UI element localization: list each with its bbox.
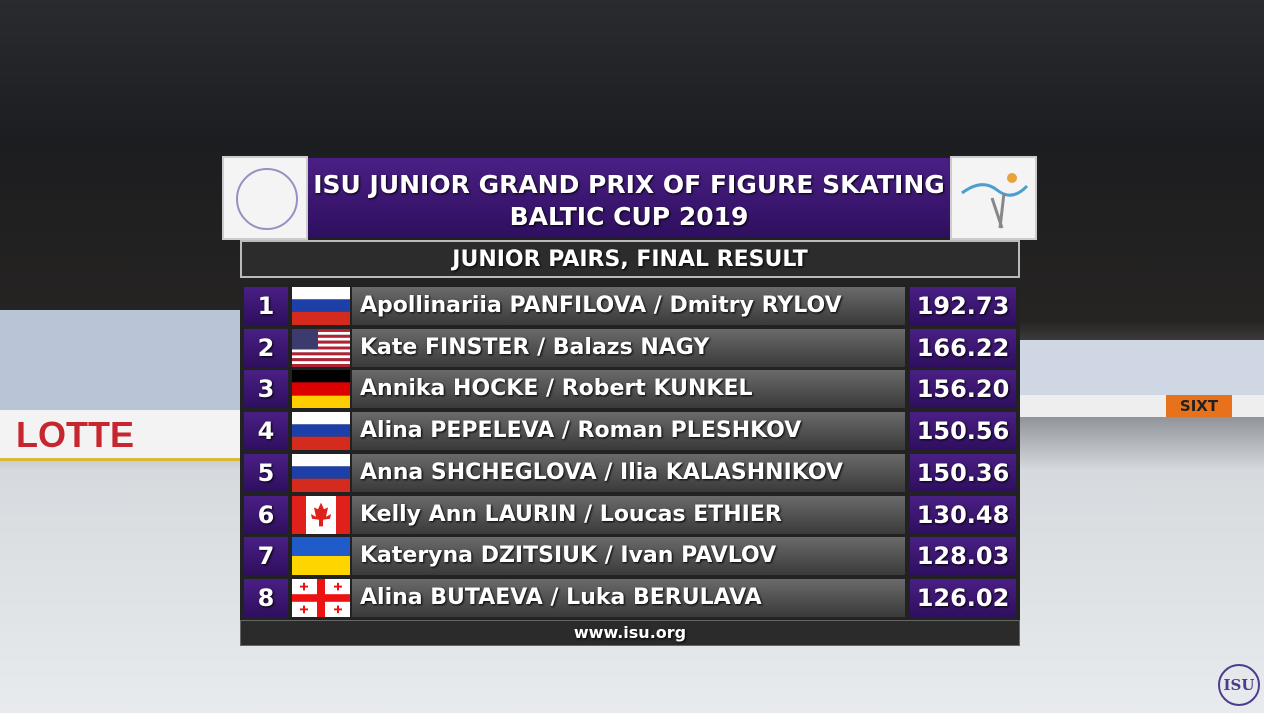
title: BALTIC CUP 2019: [509, 202, 749, 231]
flag: [292, 287, 350, 327]
title: ISU JUNIOR GRAND PRIX OF FIGURE SKATING: [313, 170, 945, 199]
board-left: LOTTE: [0, 410, 240, 461]
score: 130.48: [910, 495, 1016, 534]
score: 166.22: [910, 328, 1016, 367]
rank: 4: [244, 412, 288, 451]
score: 150.36: [910, 453, 1016, 492]
names: Alina PEPELEVA / Roman PLESHKOV: [352, 412, 905, 451]
flag-icon: [292, 495, 350, 534]
names: Kateryna DZITSIUK / Ivan PAVLOV: [352, 537, 905, 576]
score: 192.73: [910, 287, 1016, 325]
rank: 7: [244, 537, 288, 576]
rank: 1: [244, 287, 288, 325]
names: Kate FINSTER / Balazs NAGY: [352, 328, 905, 367]
jgp-logo: [236, 168, 298, 230]
board-text: LOTTE: [16, 414, 134, 455]
flag: [292, 412, 350, 452]
result-row: 8 Alina BUTAEVA / Luka BERULAVA 126.02: [240, 578, 1020, 619]
flag-icon: [292, 453, 350, 492]
result-row: 4 Alina PEPELEVA / Roman PLESHKOV 150.56: [240, 412, 1020, 452]
result-row: 1 Apollinariia PANFILOVA / Dmitry RYLOV 19…: [240, 287, 1020, 325]
names: Anna SHCHEGLOVA / Ilia KALASHNIKOV: [352, 453, 905, 492]
event-logo-art: [961, 173, 1029, 229]
flag-icon: [292, 412, 350, 451]
names: Alina BUTAEVA / Luka BERULAVA: [352, 578, 905, 617]
flag: [292, 578, 350, 619]
flag: [292, 453, 350, 494]
results-table: 1 Apollinariia PANFILOVA / Dmitry RYLOV 19…: [240, 284, 1020, 620]
rank: 2: [244, 328, 288, 367]
title-band: ISU JUNIOR GRAND PRIX OF FIGURE SKATING …: [308, 158, 950, 238]
score: 156.20: [910, 370, 1016, 409]
footer-bar: www.isu.org: [240, 620, 1020, 646]
board-right: SIXT: [1020, 395, 1264, 417]
flag: [292, 370, 350, 410]
board-text: SIXT: [1166, 395, 1232, 417]
flag-icon: [292, 578, 350, 617]
subtitle: JUNIOR PAIRS, FINAL RESULT: [452, 247, 808, 272]
flag-icon: [292, 537, 350, 576]
result-row: 7 Kateryna DZITSIUK / Ivan PAVLOV 128.03: [240, 537, 1020, 577]
rank: 5: [244, 453, 288, 492]
rank: 8: [244, 578, 288, 617]
flag: [292, 537, 350, 577]
isu-logo: ISU: [1218, 664, 1260, 706]
result-row: 5 Anna SHCHEGLOVA / Ilia KALASHNIKOV 150.3…: [240, 453, 1020, 494]
result-row: 2 Kate FINSTER / Balazs NAGY 166.22: [240, 328, 1020, 369]
result-row: 3 Annika HOCKE / Robert KUNKEL 156.20: [240, 370, 1020, 410]
score: 126.02: [910, 578, 1016, 617]
flag-icon: [292, 370, 350, 409]
flag: [292, 328, 350, 369]
logo-box: [222, 156, 308, 240]
names: Kelly Ann LAURIN / Loucas ETHIER: [352, 495, 905, 534]
flag-icon: [292, 328, 350, 367]
names: Annika HOCKE / Robert KUNKEL: [352, 370, 905, 409]
subtitle-bar: JUNIOR PAIRS, FINAL RESULT: [240, 240, 1020, 278]
names: Apollinariia PANFILOVA / Dmitry RYLOV: [352, 287, 905, 325]
flag: [292, 495, 350, 536]
stands-right: [1020, 340, 1264, 395]
flag-icon: [292, 287, 350, 325]
score: 150.56: [910, 412, 1016, 451]
result-row: 6 Kelly Ann LAURIN / Loucas ETHIER 130.48: [240, 495, 1020, 536]
event-logo: [950, 156, 1037, 240]
rank: 3: [244, 370, 288, 409]
footer: www.isu.org: [573, 623, 687, 642]
rank: 6: [244, 495, 288, 534]
score: 128.03: [910, 537, 1016, 576]
